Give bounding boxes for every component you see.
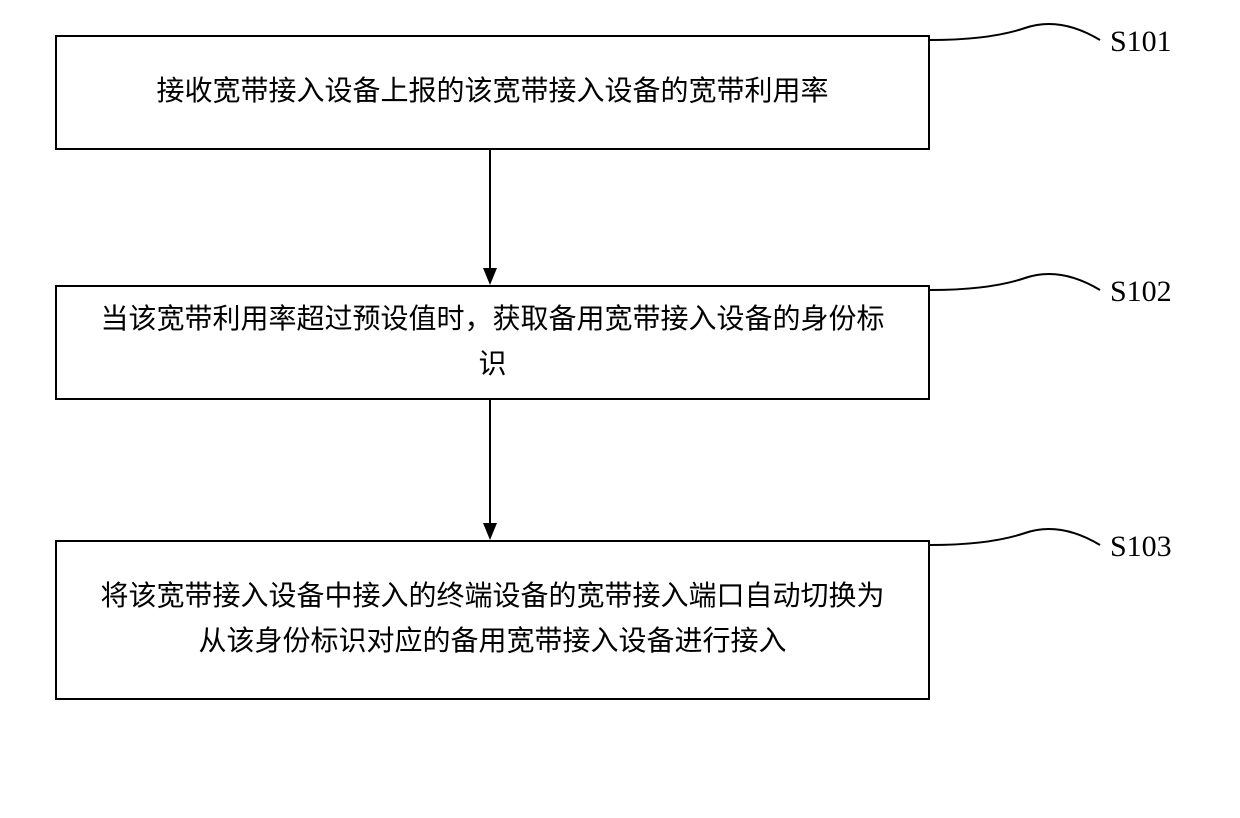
flowchart-step-2: 当该宽带利用率超过预设值时，获取备用宽带接入设备的身份标识 [55, 285, 930, 400]
flowchart-label-1: S101 [1110, 25, 1172, 59]
flowchart-step-3-text: 将该宽带接入设备中接入的终端设备的宽带接入端口自动切换为从该身份标识对应的备用宽… [87, 575, 898, 665]
leader-line-1 [930, 20, 1110, 60]
flowchart-arrow-2 [480, 400, 500, 540]
flowchart-label-3: S103 [1110, 530, 1172, 564]
flowchart-step-1-text: 接收宽带接入设备上报的该宽带接入设备的宽带利用率 [156, 70, 828, 115]
flowchart-step-1: 接收宽带接入设备上报的该宽带接入设备的宽带利用率 [55, 35, 930, 150]
flowchart-step-3: 将该宽带接入设备中接入的终端设备的宽带接入端口自动切换为从该身份标识对应的备用宽… [55, 540, 930, 700]
leader-line-3 [930, 525, 1110, 565]
flowchart-step-2-text: 当该宽带利用率超过预设值时，获取备用宽带接入设备的身份标识 [87, 298, 898, 388]
flowchart-label-2: S102 [1110, 275, 1172, 309]
flowchart-arrow-1 [480, 150, 500, 285]
leader-line-2 [930, 270, 1110, 310]
flowchart-container: 接收宽带接入设备上报的该宽带接入设备的宽带利用率 S101 当该宽带利用率超过预… [0, 0, 1240, 818]
